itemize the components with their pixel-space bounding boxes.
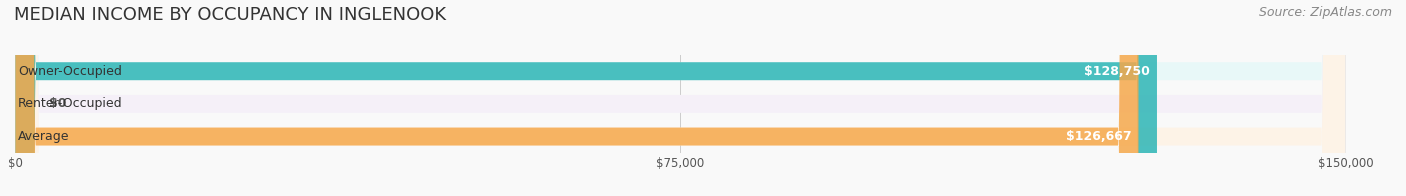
Text: Source: ZipAtlas.com: Source: ZipAtlas.com bbox=[1258, 6, 1392, 19]
FancyBboxPatch shape bbox=[15, 0, 1157, 196]
Text: $126,667: $126,667 bbox=[1066, 130, 1132, 143]
FancyBboxPatch shape bbox=[15, 0, 1346, 196]
Text: $128,750: $128,750 bbox=[1084, 65, 1150, 78]
FancyBboxPatch shape bbox=[15, 0, 1139, 196]
Text: $0: $0 bbox=[49, 97, 66, 110]
FancyBboxPatch shape bbox=[15, 0, 1346, 196]
Text: Owner-Occupied: Owner-Occupied bbox=[18, 65, 122, 78]
Text: MEDIAN INCOME BY OCCUPANCY IN INGLENOOK: MEDIAN INCOME BY OCCUPANCY IN INGLENOOK bbox=[14, 6, 446, 24]
Text: Renter-Occupied: Renter-Occupied bbox=[18, 97, 122, 110]
FancyBboxPatch shape bbox=[15, 0, 1346, 196]
Text: Average: Average bbox=[18, 130, 69, 143]
